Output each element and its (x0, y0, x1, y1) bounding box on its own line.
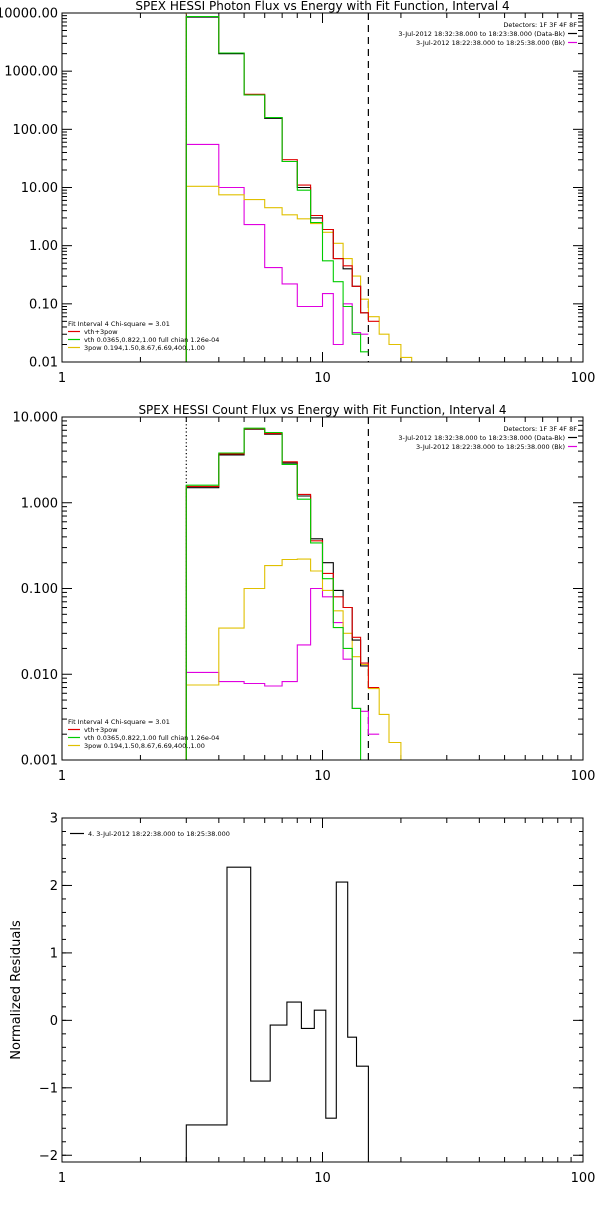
plot-frame (61, 416, 584, 761)
y-tick-label: 0.01 (29, 356, 58, 371)
legend-entry: vth 0.0365,0.822,1.00 full chian 1.26e-0… (84, 336, 219, 344)
y-tick-label: 0.10 (29, 297, 58, 312)
y-tick-label: 3 (50, 812, 58, 827)
x-tick-label: 100 (571, 1171, 596, 1186)
x-tick-label: 100 (571, 769, 596, 784)
series-4-line (185, 427, 369, 760)
x-tick-label: 1 (58, 769, 66, 784)
series-1-line (185, 558, 412, 760)
series-4-line (185, 15, 369, 362)
x-tick-label: 1 (58, 371, 66, 386)
y-axis-label: Normalized Residuals (9, 920, 24, 1060)
y-tick-label: 10.00 (21, 181, 58, 196)
y-tick-label: 1.000 (21, 496, 58, 511)
photon-flux-panel: SPEX HESSI Photon Flux vs Energy with Fi… (0, 0, 595, 386)
x-tick-label: 10 (314, 769, 331, 784)
legend-entry: vth+3pow (84, 726, 118, 734)
y-tick-label: 0.010 (21, 668, 58, 683)
legend-entry: 3-Jul-2012 18:32:38.000 to 18:23:38.000 … (398, 434, 565, 442)
series-3-line (185, 15, 380, 362)
chart-title: SPEX HESSI Photon Flux vs Energy with Fi… (135, 0, 509, 13)
plot-frame (61, 817, 584, 1163)
chart-title: SPEX HESSI Count Flux vs Energy with Fit… (138, 403, 506, 417)
y-tick-label: 1.00 (29, 239, 58, 254)
legend-entry: 4. 3-Jul-2012 18:22:38.000 to 18:25:38.0… (88, 830, 230, 838)
legend-entry: 3-Jul-2012 18:22:38.000 to 18:25:38.000 … (416, 39, 565, 47)
legend-entry: 3pow 0.194,1.50,8.67,6.69,400.,1.00 (84, 742, 205, 750)
y-tick-label: 0.001 (21, 754, 58, 769)
legend-entry: vth 0.0365,0.822,1.00 full chian 1.26e-0… (84, 734, 219, 742)
x-tick-label: 10 (314, 371, 331, 386)
count-flux-panel: SPEX HESSI Count Flux vs Energy with Fit… (13, 403, 596, 784)
residuals-panel: Normalized Residuals 1 10 100 −2 −1 0 1 2 3 4. 3-J… (9, 812, 595, 1187)
legend-entry: 3pow 0.194,1.50,8.67,6.69,400.,1.00 (84, 344, 205, 352)
x-tick-label: 1 (58, 1171, 66, 1186)
legend-entry: 3-Jul-2012 18:22:38.000 to 18:25:38.000 … (416, 443, 565, 451)
legend-header: Detectors: 1F 3F 4F 8F (503, 425, 577, 433)
y-tick-label: −2 (39, 1149, 58, 1164)
y-tick-label: 2 (50, 879, 58, 894)
legend-header: Detectors: 1F 3F 4F 8F (503, 21, 577, 29)
series-0-line (185, 866, 369, 1162)
y-tick-label: 10000.00 (0, 7, 58, 22)
y-tick-label: 100.00 (13, 123, 59, 138)
series-3-line (185, 428, 380, 760)
legend-entry: vth+3pow (84, 328, 118, 336)
legend-entry: 3-Jul-2012 18:32:38.000 to 18:23:38.000 … (398, 30, 565, 38)
y-tick-label: 10.000 (13, 411, 59, 426)
series-2-line (185, 16, 369, 362)
y-tick-label: 1 (50, 946, 58, 961)
series-1-line (185, 185, 413, 362)
y-tick-label: 1000.00 (4, 65, 58, 80)
y-tick-label: 0 (50, 1014, 58, 1029)
x-tick-label: 100 (571, 371, 596, 386)
series-0-line (185, 143, 369, 362)
plot-frame (61, 12, 584, 363)
y-tick-label: −1 (39, 1081, 58, 1096)
legend-header: Fit Interval 4 Chi-square = 3.01 (68, 320, 170, 328)
y-tick-label: 0.100 (21, 582, 58, 597)
series-2-line (185, 428, 369, 760)
legend-header: Fit Interval 4 Chi-square = 3.01 (68, 718, 170, 726)
x-tick-label: 10 (314, 1171, 331, 1186)
